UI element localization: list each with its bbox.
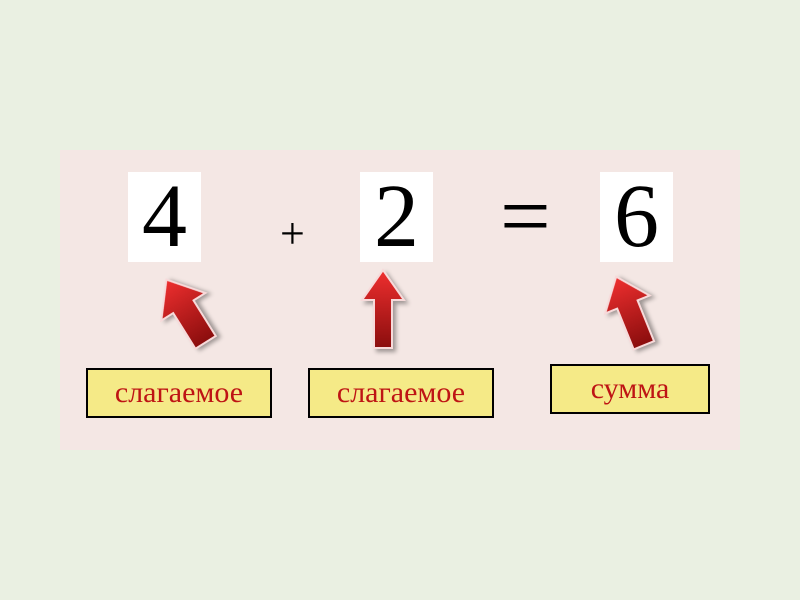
addend-1-value: 4 [142, 167, 187, 266]
plus-value: + [280, 209, 305, 258]
equals-sign: = [500, 172, 551, 262]
label-addend-2: слагаемое [308, 368, 494, 418]
addend-2: 2 [360, 172, 433, 262]
label-addend-1-text: слагаемое [115, 376, 243, 409]
addend-2-value: 2 [374, 167, 419, 266]
sum-value: 6 [614, 167, 659, 266]
label-addend-1: слагаемое [86, 368, 272, 418]
arrow-sum-icon [591, 265, 668, 357]
label-sum: сумма [550, 364, 710, 414]
sum-number: 6 [600, 172, 673, 262]
arrow-addend-2-icon [360, 268, 406, 350]
diagram-panel: 4 + 2 = 6 [60, 150, 740, 450]
addend-1: 4 [128, 172, 201, 262]
equals-value: = [500, 167, 551, 266]
label-sum-text: сумма [591, 372, 670, 405]
plus-sign: + [280, 212, 305, 256]
arrow-addend-1-icon [142, 263, 231, 359]
label-addend-2-text: слагаемое [337, 376, 465, 409]
